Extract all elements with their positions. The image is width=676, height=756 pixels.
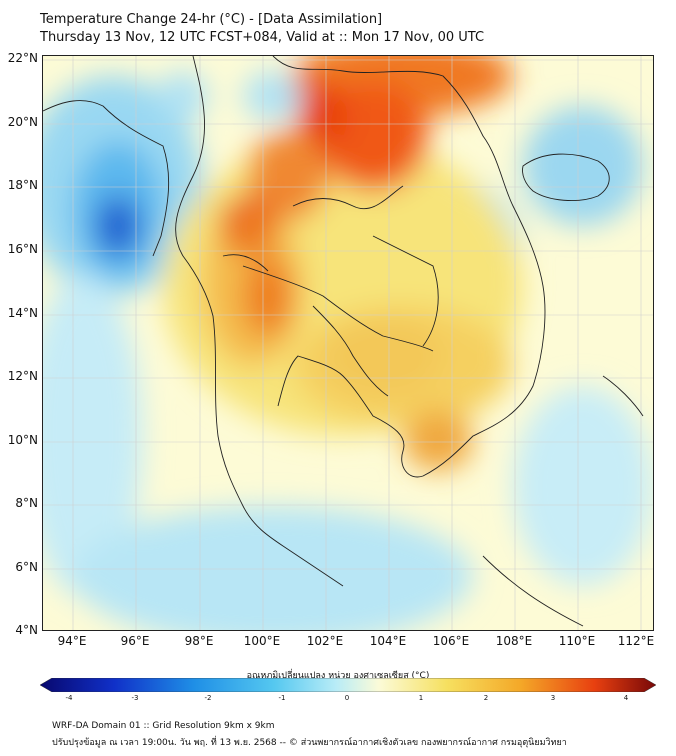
colorbar-tick: 4 (623, 694, 629, 702)
footer-model-info: WRF-DA Domain 01 :: Grid Resolution 9km … (52, 721, 275, 731)
colorbar-tick: 1 (418, 694, 424, 702)
lat-label-12n: 12°N (7, 369, 38, 383)
lon-label-102e: 102°E (306, 634, 344, 648)
colorbar-tick: 2 (483, 694, 489, 702)
colorbar-tick: 0 (344, 694, 350, 702)
lat-label-20n: 20°N (7, 115, 38, 129)
colorbar-tick: 3 (550, 694, 556, 702)
colorbar-tick: -4 (65, 694, 73, 702)
temperature-change-map (42, 55, 654, 631)
colorbar-tick: -3 (131, 694, 139, 702)
footer-credit: ปรับปรุงข้อมูล ณ เวลา 19:00น. วัน พฤ. ที… (52, 738, 567, 748)
lon-label-96e: 96°E (120, 634, 150, 648)
lon-label-100e: 100°E (243, 634, 281, 648)
lon-label-110e: 110°E (558, 634, 596, 648)
lon-label-98e: 98°E (184, 634, 214, 648)
lat-label-8n: 8°N (15, 496, 38, 510)
colorbar-label: อุณหภูมิเปลี่ยนแปลง หน่วย องศาเซลเซียส (… (246, 671, 430, 681)
colorbar-tick: -2 (204, 694, 212, 702)
lat-label-18n: 18°N (7, 178, 38, 192)
coastlines (43, 56, 644, 627)
colorbar (40, 678, 656, 692)
colorbar-tick: -1 (278, 694, 286, 702)
lon-label-108e: 108°E (495, 634, 533, 648)
lon-label-106e: 106°E (432, 634, 470, 648)
lat-label-6n: 6°N (15, 560, 38, 574)
lon-label-94e: 94°E (57, 634, 87, 648)
lon-label-104e: 104°E (369, 634, 407, 648)
lat-label-4n: 4°N (15, 623, 38, 637)
graticule (43, 56, 653, 630)
lon-label-112e: 112°E (617, 634, 655, 648)
map-title: Temperature Change 24-hr (°C) - [Data As… (40, 12, 383, 27)
map-subtitle: Thursday 13 Nov, 12 UTC FCST+084, Valid … (40, 30, 485, 45)
lat-label-14n: 14°N (7, 306, 38, 320)
lat-label-10n: 10°N (7, 433, 38, 447)
lat-label-22n: 22°N (7, 51, 38, 65)
lat-label-16n: 16°N (7, 242, 38, 256)
